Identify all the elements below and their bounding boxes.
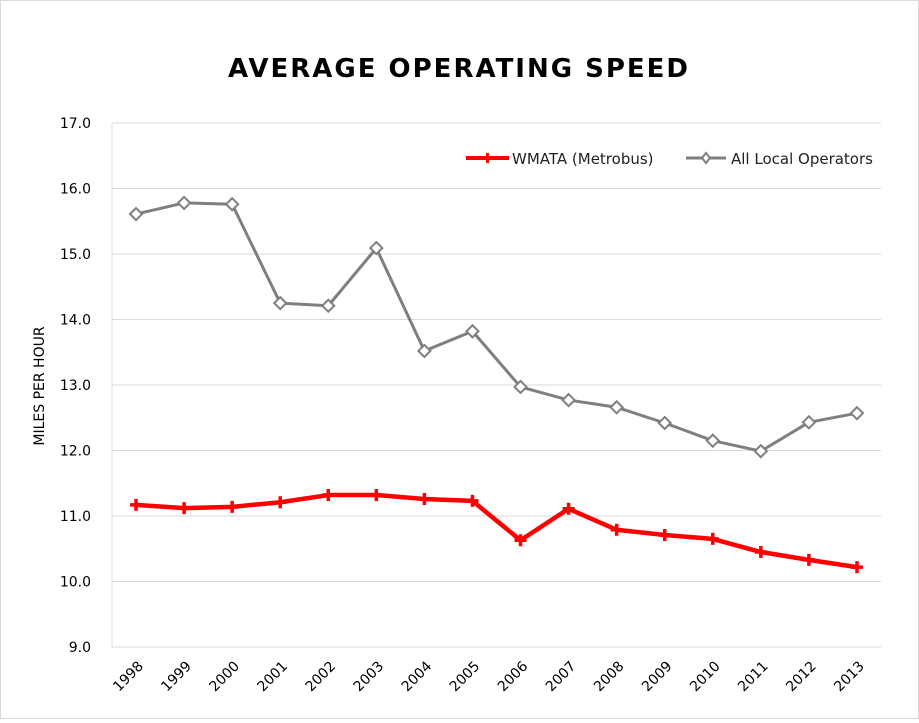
- data-point-marker: [416, 343, 432, 359]
- series-line: [135, 201, 858, 453]
- data-point-marker: [801, 414, 817, 430]
- legend-label-all-local: All Local Operators: [731, 150, 873, 168]
- gridlines: [111, 122, 881, 648]
- data-point-marker: [849, 405, 865, 421]
- x-tick-label: 2003: [351, 659, 388, 696]
- data-point-marker: [658, 528, 671, 541]
- data-point-marker: [130, 498, 143, 511]
- y-tick-label: 11.0: [60, 509, 91, 525]
- y-tick-label: 14.0: [60, 313, 91, 329]
- y-tick-label: 13.0: [60, 378, 91, 394]
- legend-item-wmata[interactable]: WMATA (Metrobus): [466, 150, 654, 168]
- data-point-marker: [850, 561, 863, 574]
- x-tick-label: 2005: [447, 659, 484, 696]
- x-axis-ticks: 1998 1999 2000 2001 2002 2003 2004 2005 2006 2007…: [110, 658, 867, 695]
- data-point-marker: [610, 523, 623, 536]
- y-axis-label: MILES PER HOUR: [32, 326, 48, 445]
- legend-item-all-local[interactable]: All Local Operators: [686, 150, 873, 168]
- x-tick-label: 2006: [495, 658, 532, 695]
- legend-label-wmata: WMATA (Metrobus): [512, 150, 654, 168]
- x-tick-label: 1998: [110, 659, 147, 696]
- y-tick-label: 17.0: [60, 116, 91, 132]
- chart-title: AVERAGE OPERATING SPEED: [228, 54, 690, 84]
- data-point-marker: [562, 502, 575, 515]
- data-point-marker: [322, 489, 335, 502]
- x-tick-label: 2002: [303, 659, 340, 696]
- x-tick-label: 2001: [255, 659, 292, 696]
- data-point-marker: [274, 496, 287, 509]
- data-point-marker: [705, 433, 721, 449]
- x-tick-label: 2007: [543, 659, 580, 696]
- y-axis-ticks: 9.0 10.0 11.0 12.0 13.0 14.0 15.0 16.0 17.0: [60, 116, 91, 656]
- data-point-marker: [657, 415, 673, 431]
- data-point-marker: [176, 195, 192, 211]
- x-tick-label: 2008: [591, 659, 628, 696]
- data-point-marker: [370, 489, 383, 502]
- data-point-marker: [561, 392, 577, 408]
- data-point-marker: [418, 492, 431, 505]
- legend: WMATA (Metrobus) All Local Operators: [466, 150, 873, 168]
- data-point-marker: [514, 534, 527, 547]
- y-tick-label: 12.0: [60, 444, 91, 460]
- plus-marker-icon: [482, 153, 493, 163]
- y-tick-label: 10.0: [60, 575, 91, 591]
- series-wmata: [130, 489, 863, 574]
- x-tick-label: 2009: [639, 659, 676, 696]
- data-point-marker: [465, 323, 480, 339]
- data-point-marker: [609, 399, 625, 415]
- data-point-marker: [753, 443, 769, 459]
- y-tick-label: 16.0: [60, 182, 91, 198]
- data-point-marker: [178, 502, 191, 515]
- x-tick-label: 2004: [399, 658, 436, 695]
- series-line: [135, 492, 858, 570]
- x-tick-label: 2000: [206, 659, 243, 696]
- data-point-marker: [466, 494, 479, 507]
- data-point-marker: [224, 196, 240, 212]
- series-all-local-operators: [128, 195, 865, 459]
- x-tick-label: 2010: [687, 659, 724, 696]
- data-point-marker: [226, 500, 239, 513]
- y-tick-label: 9.0: [69, 640, 91, 656]
- data-point-marker: [754, 546, 767, 559]
- x-tick-label: 2012: [783, 659, 820, 696]
- data-point-marker: [368, 240, 384, 256]
- x-tick-label: 2011: [735, 659, 772, 696]
- y-tick-label: 15.0: [60, 247, 91, 263]
- data-point-marker: [513, 379, 528, 395]
- series-group: [128, 195, 865, 574]
- data-point-marker: [706, 532, 719, 545]
- diamond-marker-icon: [700, 151, 712, 165]
- data-point-marker: [320, 298, 336, 314]
- data-point-marker: [802, 553, 815, 566]
- x-tick-label: 2013: [831, 659, 868, 696]
- x-tick-label: 1999: [158, 659, 195, 696]
- data-point-marker: [128, 206, 144, 222]
- data-point-marker: [272, 295, 288, 311]
